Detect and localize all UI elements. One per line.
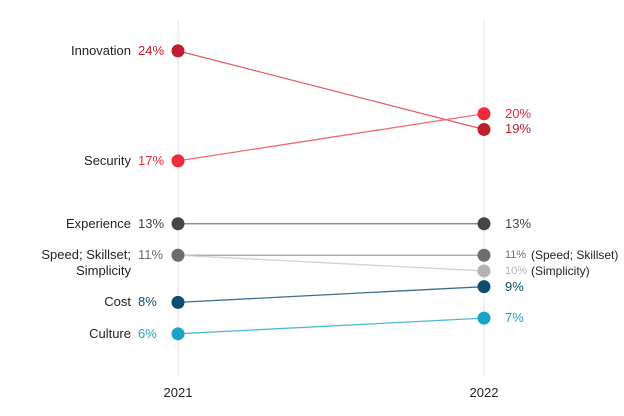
point — [477, 217, 491, 231]
series-name: Culture — [89, 325, 131, 341]
value-label: 11% — [138, 247, 164, 263]
point — [171, 154, 185, 168]
value-label: 20% — [505, 105, 532, 121]
point — [477, 248, 491, 262]
point — [477, 264, 491, 278]
value-label: 11% — [505, 249, 527, 262]
end-label: (Speed; Skillset) — [531, 248, 619, 263]
point — [171, 295, 185, 309]
series-name: Experience — [65, 215, 131, 231]
value-label: 24% — [138, 42, 165, 58]
point — [171, 327, 185, 341]
value-label: 7% — [505, 310, 524, 326]
value-label: 8% — [138, 294, 157, 310]
point — [171, 217, 185, 231]
series-name: Innovation — [71, 42, 131, 58]
series-name: Speed; Skillset; Simplicity — [41, 247, 131, 279]
value-label: 13% — [138, 215, 165, 231]
x-tick-label: 2022 — [469, 385, 499, 400]
point — [477, 122, 491, 136]
value-label: 17% — [138, 152, 165, 168]
slope-line — [177, 50, 485, 131]
slope-line — [177, 113, 485, 162]
end-label: (Simplicity) — [531, 263, 590, 278]
value-label: 13% — [505, 215, 532, 231]
point — [477, 107, 491, 121]
point — [171, 44, 185, 58]
value-label: 6% — [138, 325, 157, 341]
point — [477, 311, 491, 325]
point — [171, 248, 185, 262]
value-label: 19% — [505, 121, 532, 137]
value-label: 10% — [505, 264, 528, 277]
point — [477, 280, 491, 294]
value-label: 9% — [505, 278, 524, 294]
slope-line — [177, 317, 485, 335]
slope-line — [177, 286, 485, 304]
series-name: Cost — [104, 294, 131, 310]
series-name: Security — [84, 152, 131, 168]
x-tick-label: 2021 — [163, 385, 193, 400]
slope-line — [177, 254, 485, 272]
